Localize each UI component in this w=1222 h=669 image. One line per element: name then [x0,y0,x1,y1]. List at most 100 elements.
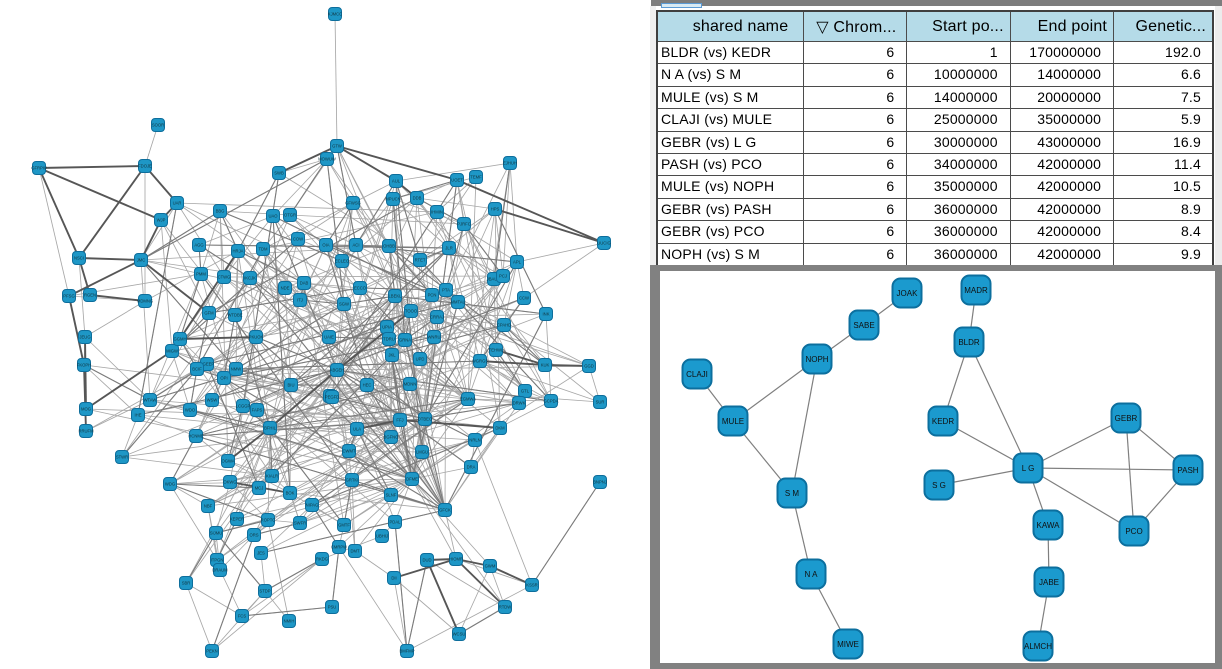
svg-text:UOET: UOET [451,178,463,183]
svg-text:BOK: BOK [286,491,295,496]
svg-text:DAB: DAB [300,281,309,286]
svg-text:MCJ: MCJ [255,486,264,491]
svg-text:PJRFC: PJRFC [457,222,471,227]
svg-text:FDOJE: FDOJE [138,164,152,169]
svg-text:KGEEP: KGEEP [200,362,215,367]
svg-text:ROPTC: ROPTC [261,518,276,523]
svg-text:AGG: AGG [194,243,203,248]
svg-text:IKCJK: IKCJK [244,276,256,281]
svg-text:PCJ: PCJ [499,274,507,279]
svg-text:WCSU: WCSU [453,632,466,637]
svg-text:ABGEH: ABGEH [330,368,345,373]
svg-text:PTA: PTA [442,288,450,293]
svg-text:DRAUM: DRAUM [212,568,228,573]
svg-text:ULA: ULA [353,427,361,432]
svg-text:CRRAJ: CRRAJ [430,315,444,320]
svg-text:LCGGP: LCGGP [236,404,251,409]
svg-text:RTDW: RTDW [499,605,512,610]
svg-text:PDAL: PDAL [390,520,402,525]
svg-text:HEC: HEC [363,383,372,388]
svg-text:JKL: JKL [388,353,396,358]
svg-text:SGW: SGW [339,302,349,307]
svg-text:GGD: GGD [584,364,594,369]
svg-text:DII: DII [391,576,396,581]
svg-text:PFSG: PFSG [63,294,74,299]
svg-text:BGFNO: BGFNO [384,435,400,440]
svg-text:PASH: PASH [1177,466,1198,475]
svg-text:JABE: JABE [1039,578,1059,587]
svg-text:CPAHD: CPAHD [497,323,511,328]
svg-text:BBG: BBG [216,209,225,214]
svg-text:STDP: STDP [259,589,270,594]
svg-text:KUK: KUK [541,363,550,368]
svg-text:CLAJI: CLAJI [686,370,708,379]
svg-text:RTET: RTET [415,258,426,263]
svg-text:BMFMP: BMFMP [399,649,414,654]
svg-text:SOOR: SOOR [152,123,164,128]
svg-text:KAWA: KAWA [1037,521,1061,530]
svg-text:JEUG: JEUG [79,335,90,340]
svg-text:MIGW: MIGW [166,349,178,354]
svg-text:FKOPH: FKOPH [77,363,91,368]
svg-text:GFCK: GFCK [439,508,451,513]
svg-text:KEPER: KEPER [230,517,244,522]
svg-text:TDRU: TDRU [383,337,395,342]
svg-text:CMRPW: CMRPW [331,545,347,550]
svg-text:DTBEO: DTBEO [418,417,433,422]
svg-text:ACI: ACI [353,243,360,248]
svg-text:SBR: SBR [182,581,191,586]
svg-text:GRNA: GRNA [399,338,411,343]
svg-text:ECLEO: ECLEO [335,259,350,264]
svg-text:DFME: DFME [406,477,418,482]
svg-text:GGMH: GGMH [173,337,186,342]
svg-text:PEGFD: PEGFD [325,395,339,400]
svg-text:HCNME: HCNME [188,434,204,439]
svg-text:KJMCC: KJMCC [328,12,342,17]
svg-text:APL: APL [513,260,522,265]
svg-text:WSW: WSW [207,398,218,403]
svg-text:N A: N A [805,570,819,579]
svg-text:ALMCH: ALMCH [1024,642,1052,651]
svg-text:HPS: HPS [491,207,500,212]
svg-text:NSCI: NSCI [74,256,84,261]
svg-text:JMC: JMC [137,258,146,263]
svg-text:OGWA: OGWA [221,459,234,464]
svg-text:UBHIJ: UBHIJ [376,534,388,539]
svg-text:INK: INK [543,312,550,317]
svg-text:NDE: NDE [281,286,290,291]
svg-text:MMTAU: MMTAU [450,300,465,305]
svg-text:FCS: FCS [238,614,247,619]
svg-text:GMTF: GMTF [338,523,350,528]
svg-text:WTAW: WTAW [144,398,157,403]
svg-text:UAR: UAR [173,201,182,206]
svg-text:KIALR: KIALR [266,474,278,479]
svg-text:SWFR: SWFR [294,521,306,526]
svg-text:HRJA: HRJA [233,249,244,254]
svg-text:UPIA: UPIA [382,325,392,330]
svg-text:STWR: STWR [116,455,128,460]
svg-text:WTDBE: WTDBE [227,313,242,318]
svg-text:NIPAG: NIPAG [306,503,319,508]
svg-text:WNRU: WNRU [427,335,440,340]
svg-text:COW: COW [293,237,303,242]
svg-text:BIU: BIU [288,383,295,388]
svg-text:BFHIL: BFHIL [264,426,277,431]
svg-text:RKDG: RKDG [316,557,328,562]
svg-text:DRA: DRA [467,465,476,470]
svg-text:GTW: GTW [332,144,342,149]
svg-text:SWB: SWB [274,171,284,176]
svg-text:NOPH: NOPH [805,355,828,364]
svg-text:TEMF: TEMF [470,175,482,180]
svg-text:ORS: ORS [249,533,258,538]
svg-text:GFWSG: GFWSG [345,201,361,206]
svg-text:GCPDA: GCPDA [544,399,559,404]
svg-text:EJHUH: EJHUH [503,161,517,166]
svg-text:GTL: GTL [521,389,530,394]
svg-text:OKWG: OKWG [223,480,236,485]
svg-text:MOG: MOG [81,407,91,412]
svg-text:GWM: GWM [485,564,496,569]
svg-text:S G: S G [932,481,946,490]
svg-text:DMT: DMT [350,549,360,554]
svg-text:WDG: WDG [165,482,175,487]
svg-text:SLNF: SLNF [386,493,397,498]
